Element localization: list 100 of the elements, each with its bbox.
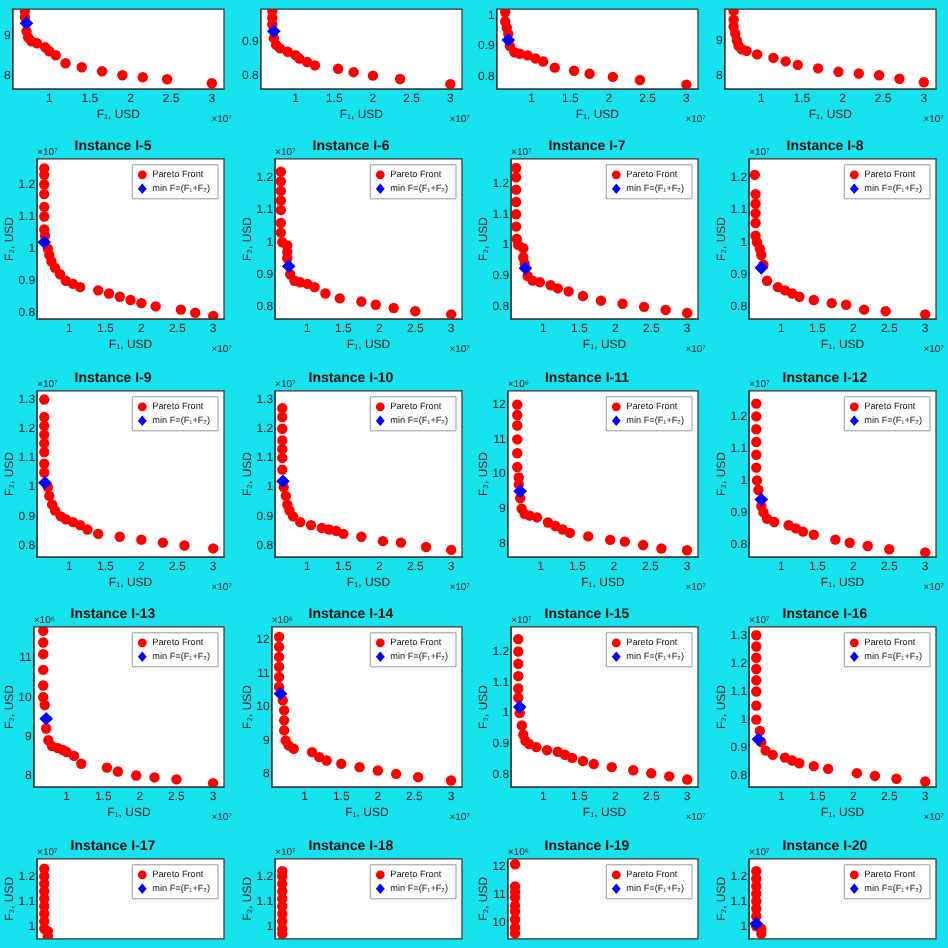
point [851,767,863,779]
point [301,56,313,68]
point [38,648,49,660]
point [681,79,692,90]
point [750,208,761,219]
point [751,449,762,460]
point [808,529,819,540]
point [370,299,381,310]
point [75,281,86,293]
point [277,411,288,423]
point [751,663,762,675]
point [305,519,317,531]
point [446,309,457,320]
point [39,438,50,449]
point [277,452,288,464]
point [136,297,147,309]
point [114,531,125,542]
point [512,448,523,459]
point [511,196,522,208]
point [309,281,320,293]
point [306,746,318,758]
point [516,720,528,731]
point [682,774,693,785]
point [595,295,607,306]
point [336,758,347,770]
point [541,744,553,756]
point [395,537,407,548]
point [513,670,524,682]
point [114,291,125,302]
point [681,545,693,556]
point [50,50,61,61]
point [275,204,287,216]
point [445,78,456,90]
point [619,536,631,547]
point [511,221,522,232]
point [96,66,108,77]
point [39,467,50,478]
point [295,516,306,528]
point [150,301,161,312]
point [388,302,399,314]
point [338,528,349,540]
point [768,52,779,64]
point [751,732,766,747]
point [920,309,931,320]
point [39,394,50,405]
point [751,462,762,473]
point [564,527,576,539]
point [277,435,288,446]
point [749,169,761,181]
point [750,188,761,200]
point [518,243,529,254]
point [125,294,136,306]
point [332,63,344,74]
point [513,658,524,670]
point [44,490,55,502]
point [446,544,457,556]
point [39,201,50,213]
point [646,768,657,779]
point [531,741,542,753]
point [39,420,50,432]
point [39,711,53,726]
point [606,761,617,773]
point [334,293,345,304]
point [797,526,809,537]
point [267,24,281,39]
point [634,74,646,86]
point [884,544,895,555]
point [751,641,762,652]
point [751,675,762,686]
point [275,227,287,238]
point [513,484,527,499]
point [208,310,219,320]
point [792,59,804,71]
point [273,631,285,643]
point [410,305,421,317]
point [38,626,49,636]
point [367,70,379,81]
point [130,770,142,781]
point [320,288,331,299]
point [277,464,288,475]
point [511,162,522,174]
point [767,749,779,761]
point [920,776,931,787]
point [82,524,93,535]
point [377,535,389,547]
point [858,304,870,315]
point [275,185,287,197]
point [277,443,288,455]
point [583,531,594,542]
point [812,63,824,74]
point [918,77,930,88]
point [54,269,66,280]
point [751,436,762,448]
point [741,45,752,57]
point [278,705,290,716]
point [588,758,599,770]
point [512,461,523,473]
point [117,70,128,81]
point [39,179,50,190]
point [891,773,902,784]
